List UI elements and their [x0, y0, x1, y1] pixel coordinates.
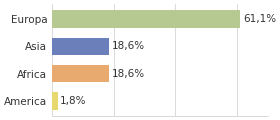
- Text: 18,6%: 18,6%: [112, 69, 145, 79]
- Bar: [52, 38, 109, 55]
- Bar: [52, 10, 241, 28]
- Text: 1,8%: 1,8%: [60, 96, 87, 106]
- Text: 18,6%: 18,6%: [112, 41, 145, 51]
- Text: 61,1%: 61,1%: [243, 14, 276, 24]
- Bar: [52, 92, 58, 110]
- Bar: [52, 65, 109, 82]
